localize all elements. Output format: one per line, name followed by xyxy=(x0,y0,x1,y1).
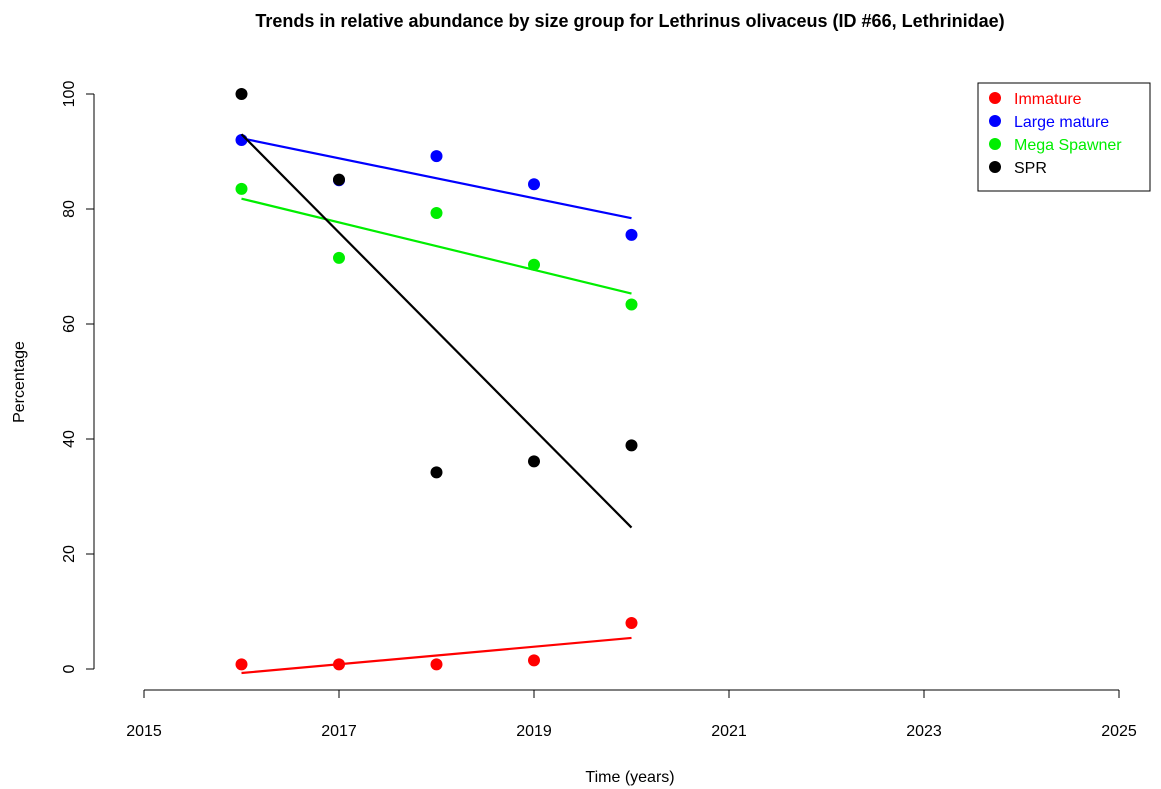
x-axis-label: Time (years) xyxy=(585,769,674,786)
data-point xyxy=(430,466,443,479)
y-tick-label: 80 xyxy=(61,200,78,218)
x-tick-label: 2019 xyxy=(516,723,552,740)
legend-label: Large mature xyxy=(1014,114,1109,131)
data-point xyxy=(528,258,540,271)
x-tick-label: 2025 xyxy=(1101,723,1137,740)
trend-line xyxy=(241,137,632,220)
data-point xyxy=(235,182,248,195)
data-point xyxy=(625,617,638,629)
legend-marker xyxy=(989,161,1001,173)
x-tick-label: 2017 xyxy=(321,723,357,740)
legend-marker xyxy=(989,115,1001,127)
y-tick-label: 60 xyxy=(61,315,78,333)
legend-label: Mega Spawner xyxy=(1014,137,1122,154)
chart-title: Trends in relative abundance by size gro… xyxy=(255,11,1004,31)
y-tick-label: 0 xyxy=(61,664,78,673)
data-point xyxy=(625,439,638,452)
data-point xyxy=(235,658,248,671)
legend-label: Immature xyxy=(1014,91,1082,108)
x-tick-label: 2015 xyxy=(126,723,162,740)
data-point xyxy=(625,298,638,311)
series-spr xyxy=(235,88,638,529)
y-tick-label: 40 xyxy=(61,430,78,448)
data-point xyxy=(333,251,345,264)
legend-marker xyxy=(989,138,1001,150)
data-point xyxy=(528,178,540,191)
series-immature xyxy=(235,617,638,675)
data-point xyxy=(235,88,248,100)
y-tick-label: 100 xyxy=(61,81,78,108)
legend-label: SPR xyxy=(1014,160,1047,177)
y-axis: 0 20 40 60 80 100 xyxy=(61,81,95,673)
x-tick-label: 2021 xyxy=(711,723,747,740)
series-mega-spawner xyxy=(235,182,638,311)
y-tick-label: 20 xyxy=(61,545,78,563)
data-point xyxy=(528,455,540,468)
legend: Immature Large mature Mega Spawner SPR xyxy=(977,82,1151,192)
legend-item: SPR xyxy=(989,160,1047,177)
legend-item: Immature xyxy=(989,91,1082,108)
data-point xyxy=(430,150,443,163)
series-large-mature xyxy=(235,134,638,241)
data-point xyxy=(333,658,345,671)
legend-box xyxy=(977,82,1151,192)
data-point xyxy=(430,207,443,220)
legend-item: Large mature xyxy=(989,114,1109,131)
trend-line xyxy=(241,636,632,675)
trend-line xyxy=(241,197,632,295)
y-axis-label: Percentage xyxy=(11,341,28,423)
x-axis: 2015 2017 2019 2021 2023 2025 xyxy=(126,689,1137,740)
legend-item: Mega Spawner xyxy=(989,137,1122,154)
data-point xyxy=(528,654,540,667)
data-point xyxy=(333,173,345,186)
x-tick-label: 2023 xyxy=(906,723,942,740)
plot-area xyxy=(235,88,638,675)
data-point xyxy=(430,658,443,671)
legend-marker xyxy=(989,92,1001,104)
data-point xyxy=(625,228,638,241)
trend-line xyxy=(240,133,633,529)
